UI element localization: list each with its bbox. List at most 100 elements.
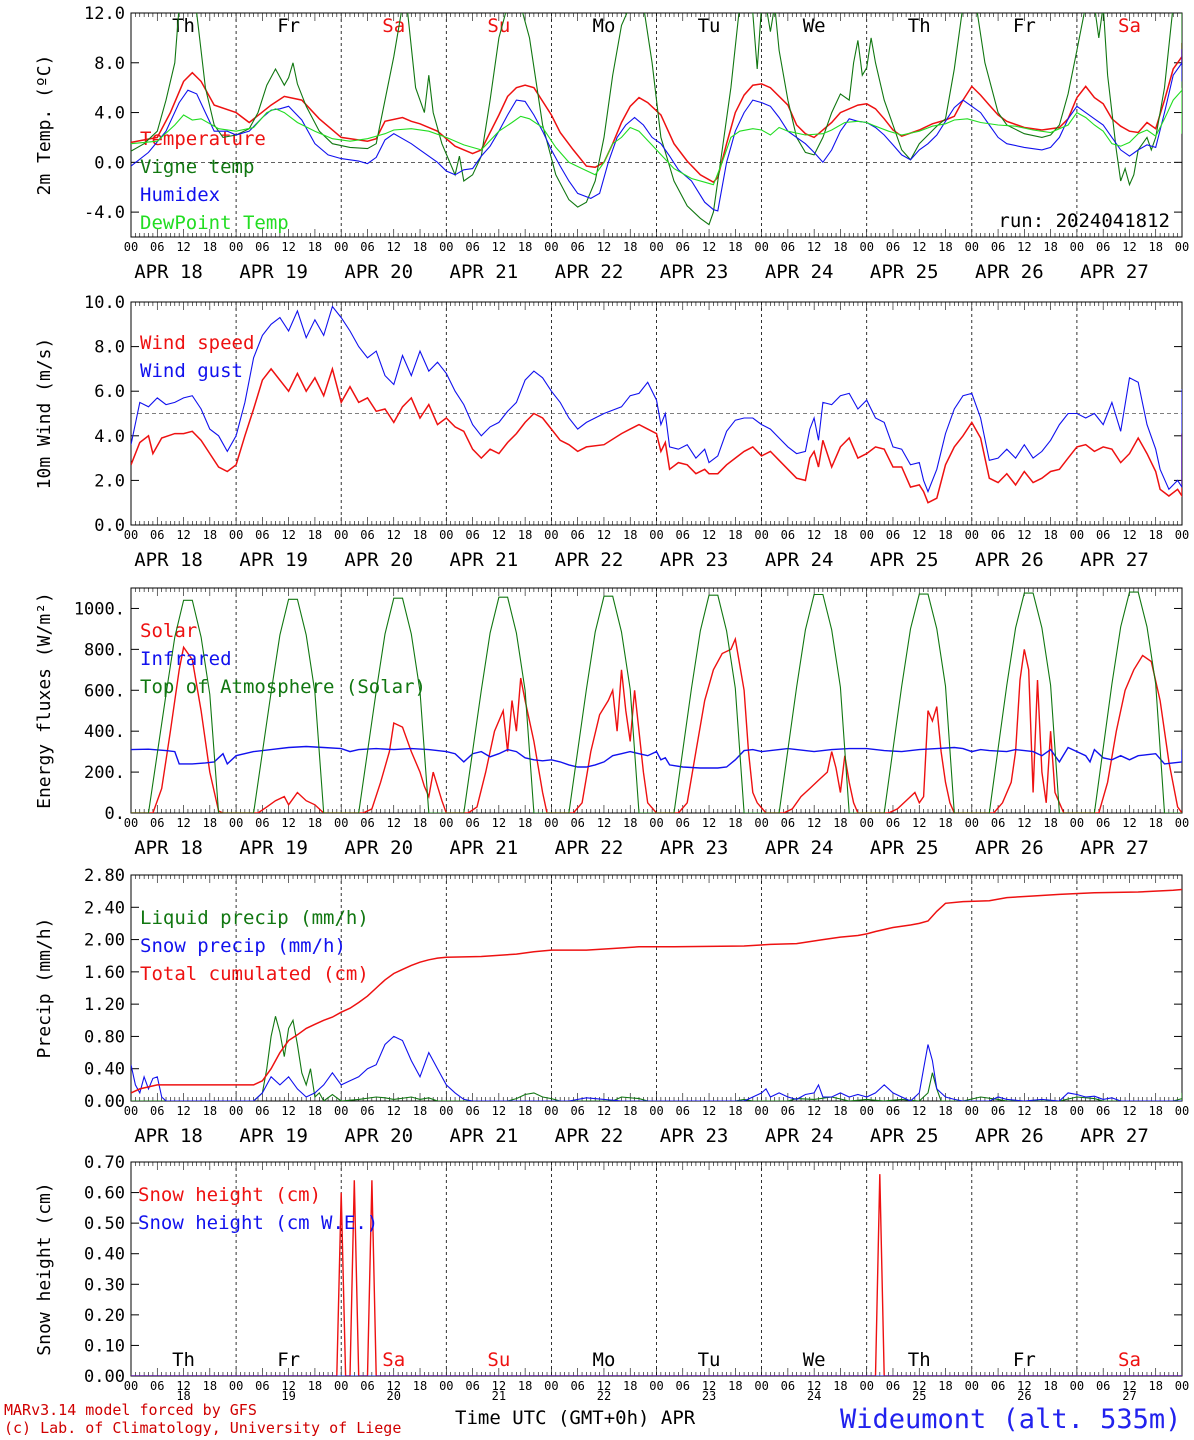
x-hour-label: 00: [334, 816, 348, 830]
panel-4: 0.00 0.40 0.80 1.20 1.60 2.00 2.40 2.80 Precip (…: [34, 866, 1189, 1147]
series-line-humidex: [131, 49, 1182, 212]
x-hour-label: 18: [413, 1104, 427, 1118]
x-date-label: APR 24: [765, 837, 834, 859]
x-hour-label: 18: [308, 1104, 322, 1118]
x-hour-label: 00: [754, 528, 768, 542]
x-hour-label: 00: [334, 528, 348, 542]
x-hour-label: 06: [1096, 528, 1110, 542]
x-hour-label: 18: [308, 240, 322, 254]
x-hour-label: 18: [623, 528, 637, 542]
weekday-label: Fr: [1013, 1349, 1036, 1371]
x-hour-label: 06: [255, 1379, 269, 1393]
x-date-label: APR 26: [975, 549, 1044, 571]
x-date-label: APR 22: [555, 261, 624, 283]
legend-wind-speed: Wind speed: [140, 332, 254, 354]
x-hour-label: 18: [1148, 240, 1162, 254]
x-date-label: APR 20: [344, 549, 413, 571]
x-hour-label: 18: [833, 816, 847, 830]
weekday-label: Sa: [1118, 15, 1141, 37]
plot-frame: [130, 587, 1183, 814]
x-hour-label: 18: [833, 528, 847, 542]
y-tick-label: 600.: [84, 681, 125, 701]
x-hour-label: 18: [728, 240, 742, 254]
x-date-label: APR 22: [555, 837, 624, 859]
x-hour-label: 00: [1175, 1379, 1189, 1393]
x-hour-label: 18: [938, 528, 952, 542]
y-tick-label: 10.0: [84, 293, 125, 313]
series-line-solar: [131, 636, 1182, 813]
x-hour-label: 06: [886, 1379, 900, 1393]
x-hour-label: 06: [360, 528, 374, 542]
x-hour-label: 00: [965, 1379, 979, 1393]
x-hour-label: 00: [229, 1104, 243, 1118]
x-hour-label: 18: [203, 1104, 217, 1118]
x-day-label: 21: [492, 1389, 506, 1403]
x-hour-label: 00: [754, 240, 768, 254]
x-hour-label: 12: [387, 1104, 401, 1118]
weekday-label: Th: [908, 15, 931, 37]
x-hour-label: 00: [1070, 1104, 1084, 1118]
x-day-label: 19: [281, 1389, 295, 1403]
x-hour-label: 12: [281, 528, 295, 542]
x-date-label: APR 24: [765, 549, 834, 571]
x-date-label: APR 24: [765, 1125, 834, 1147]
x-hour-label: 12: [1122, 1104, 1136, 1118]
y-tick-label: 4.0: [94, 427, 125, 447]
series-line-wind-speed: [131, 366, 1182, 504]
x-hour-label: 18: [413, 528, 427, 542]
x-hour-label: 00: [229, 816, 243, 830]
x-hour-label: 06: [150, 1379, 164, 1393]
y-tick-label: 400.: [84, 722, 125, 742]
x-hour-label: 00: [124, 1379, 138, 1393]
x-date-label: APR 26: [975, 837, 1044, 859]
x-date-label: APR 23: [660, 261, 729, 283]
x-hour-label: 18: [623, 816, 637, 830]
x-hour-label: 06: [150, 1104, 164, 1118]
y-axis-label: 2m Temp. (ºC): [34, 55, 55, 196]
panel-5: 0.00 0.10 0.20 0.30 0.40 0.50 0.60 0.70 Snow hei…: [34, 1153, 1189, 1403]
y-tick-label: 0.40: [84, 1245, 125, 1265]
x-hour-label: 00: [965, 816, 979, 830]
x-hour-label: 12: [1122, 528, 1136, 542]
x-hour-label: 18: [938, 1379, 952, 1393]
x-hour-label: 18: [518, 240, 532, 254]
x-date-label: APR 19: [239, 837, 308, 859]
x-hour-label: 06: [570, 1104, 584, 1118]
x-date-label: APR 27: [1080, 837, 1149, 859]
weekday-label: Sa: [382, 15, 405, 37]
x-hour-label: 18: [203, 1379, 217, 1393]
weekday-label: Tu: [698, 15, 721, 37]
x-date-label: APR 21: [450, 1125, 519, 1147]
x-hour-label: 18: [938, 816, 952, 830]
x-hour-label: 00: [544, 1104, 558, 1118]
weekday-label: Su: [487, 15, 510, 37]
x-hour-label: 00: [965, 528, 979, 542]
panel-1: -4.00.04.08.012.02m Temp. (ºC)00 06 12 18AP…: [34, 4, 1189, 283]
x-hour-label: 12: [912, 816, 926, 830]
x-hour-label: 18: [1043, 528, 1057, 542]
x-hour-label: 12: [387, 816, 401, 830]
x-hour-label: 00: [439, 816, 453, 830]
x-hour-label: 18: [728, 528, 742, 542]
x-date-label: APR 21: [450, 549, 519, 571]
x-date-label: APR 18: [134, 261, 203, 283]
y-axis-label: Snow height (cm): [34, 1182, 55, 1355]
y-axis-label: Energy fluxes (W/m²): [34, 592, 55, 809]
x-date-label: APR 27: [1080, 261, 1149, 283]
x-axis-title: Time UTC (GMT+0h) APR: [455, 1407, 696, 1429]
legend-vigne-temp: Vigne temp: [140, 156, 254, 178]
x-hour-label: 18: [308, 1379, 322, 1393]
legend-total-cumulated-cm-: Total cumulated (cm): [140, 963, 369, 985]
x-date-label: APR 22: [555, 549, 624, 571]
y-tick-label: 2.80: [84, 866, 125, 886]
series-line-vigne-temp: [131, 13, 1182, 226]
y-tick-label: 8.0: [94, 54, 125, 74]
y-tick-label: -4.0: [84, 203, 125, 223]
x-hour-label: 12: [281, 1104, 295, 1118]
x-hour-label: 12: [387, 528, 401, 542]
x-date-label: APR 19: [239, 1125, 308, 1147]
x-hour-label: 18: [203, 816, 217, 830]
x-hour-label: 00: [649, 528, 663, 542]
x-hour-label: 06: [676, 1104, 690, 1118]
